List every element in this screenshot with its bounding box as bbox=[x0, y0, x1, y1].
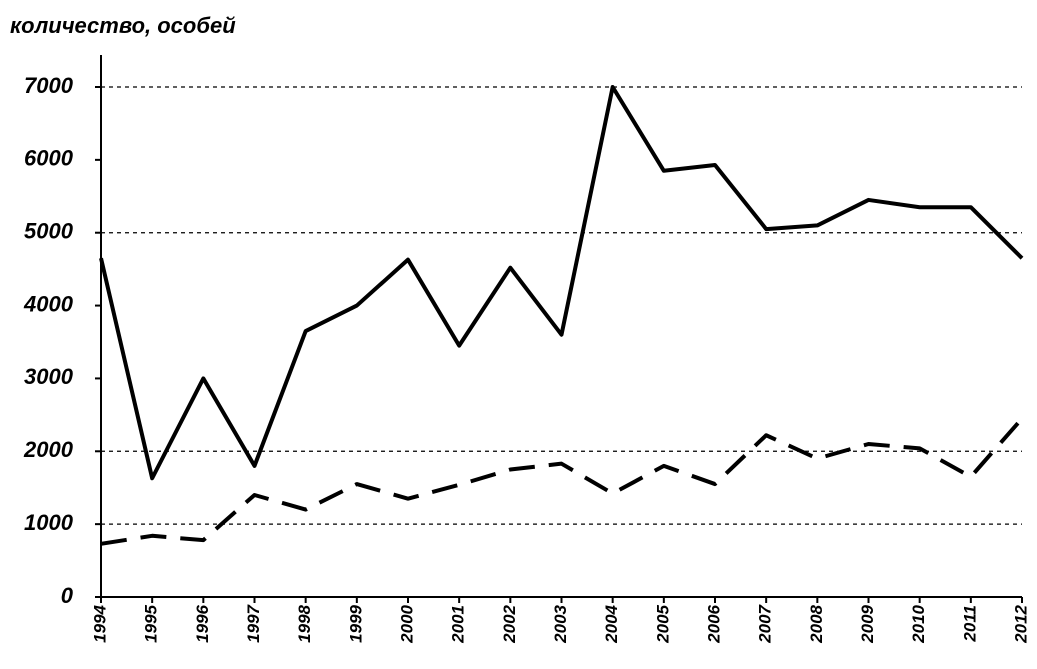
x-tick-label: 2011 bbox=[960, 605, 979, 643]
x-tick-label: 2010 bbox=[909, 604, 928, 643]
chart-title: количество, особей bbox=[10, 13, 236, 38]
y-tick-label: 4000 bbox=[23, 291, 74, 316]
x-tick-label: 1997 bbox=[244, 603, 263, 642]
x-tick-label: 1998 bbox=[295, 604, 314, 642]
x-tick-label: 2006 bbox=[704, 604, 723, 643]
y-tick-label: 7000 bbox=[24, 73, 74, 98]
x-tick-label: 2009 bbox=[858, 604, 877, 643]
y-tick-label: 1000 bbox=[24, 510, 74, 535]
x-tick-label: 2008 bbox=[807, 604, 826, 643]
series-line bbox=[99, 85, 1024, 481]
x-tick-label: 1994 bbox=[90, 604, 109, 642]
series-line bbox=[100, 417, 1024, 546]
x-tick-label: 1999 bbox=[346, 604, 365, 642]
x-tick-label: 2001 bbox=[449, 605, 468, 644]
y-tick-label: 5000 bbox=[24, 219, 74, 244]
x-tick-label: 2012 bbox=[1011, 604, 1030, 643]
y-tick-label: 2000 bbox=[23, 437, 74, 462]
x-tick-label: 2003 bbox=[551, 604, 570, 643]
x-tick-label: 2004 bbox=[602, 604, 621, 643]
x-tick-label: 1996 bbox=[193, 604, 212, 642]
x-tick-label: 1995 bbox=[142, 604, 161, 642]
y-tick-label: 6000 bbox=[24, 146, 74, 171]
x-tick-label: 2000 bbox=[397, 604, 416, 643]
x-tick-label: 2005 bbox=[653, 604, 672, 643]
x-tick-label: 2007 bbox=[756, 603, 775, 643]
y-tick-label: 0 bbox=[61, 583, 74, 608]
x-tick-label: 2002 bbox=[500, 604, 519, 643]
y-tick-label: 3000 bbox=[24, 364, 74, 389]
